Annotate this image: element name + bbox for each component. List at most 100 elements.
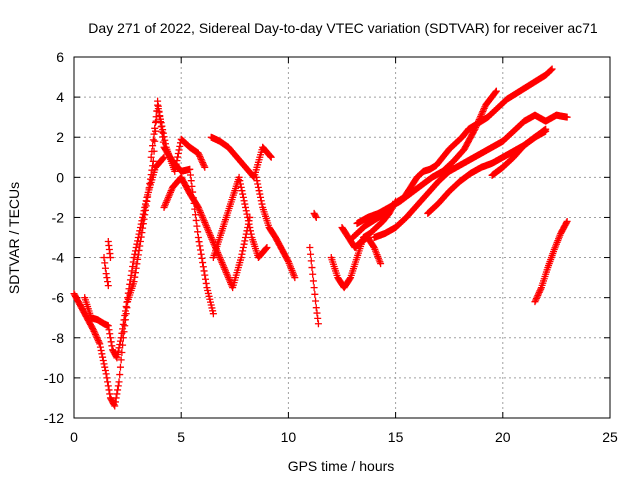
data-point	[133, 240, 141, 248]
data-point	[186, 165, 194, 173]
data-point	[173, 157, 181, 165]
data-point	[161, 200, 169, 208]
data-point	[194, 203, 202, 211]
data-point	[199, 160, 207, 168]
data-point	[165, 192, 173, 200]
data-point	[115, 378, 123, 386]
x-tick-label: 5	[177, 429, 185, 445]
data-point	[241, 200, 249, 208]
data-point	[204, 227, 212, 235]
data-point	[312, 304, 320, 312]
data-point	[267, 152, 275, 160]
data-point	[136, 223, 144, 231]
data-point	[97, 346, 105, 354]
data-point	[199, 259, 207, 267]
data-point	[101, 367, 109, 375]
data-point	[171, 167, 179, 175]
data-point	[117, 356, 125, 364]
data-point	[217, 255, 225, 263]
data-point	[240, 197, 248, 205]
data-point	[207, 234, 215, 241]
data-point	[159, 126, 167, 134]
data-point	[223, 270, 231, 278]
data-point	[132, 264, 140, 272]
plot-frame	[73, 56, 611, 419]
data-point	[105, 326, 113, 334]
y-tick-label: -6	[52, 290, 65, 306]
data-point	[209, 310, 217, 318]
data-point	[106, 254, 114, 262]
data-point	[200, 267, 208, 275]
data-point	[307, 250, 315, 258]
y-tick-label: 4	[56, 89, 64, 105]
data-point	[492, 88, 500, 96]
data-point	[242, 207, 250, 215]
data-point	[239, 190, 247, 198]
data-point	[537, 285, 545, 293]
data-point	[117, 334, 125, 342]
data-point	[202, 222, 210, 230]
data-point	[253, 177, 261, 185]
data-point	[106, 330, 114, 338]
data-point	[118, 348, 126, 356]
data-point	[314, 320, 322, 328]
data-point	[105, 386, 113, 394]
data-point	[142, 197, 150, 205]
data-point	[129, 262, 137, 270]
x-tick-label: 15	[388, 429, 404, 445]
data-point	[102, 270, 110, 278]
x-tick-label: 10	[281, 429, 297, 445]
data-point	[102, 370, 110, 378]
data-point	[159, 154, 167, 162]
data-point	[99, 357, 107, 365]
data-point	[130, 278, 138, 286]
data-point	[471, 125, 479, 133]
data-point	[186, 171, 194, 179]
data-point	[532, 296, 540, 304]
data-point	[312, 297, 320, 305]
data-point	[123, 298, 131, 306]
data-point	[103, 374, 111, 382]
data-point	[161, 140, 169, 148]
data-point	[207, 232, 215, 240]
data-point	[95, 338, 103, 346]
data-point	[216, 254, 224, 262]
data-point	[104, 278, 112, 286]
data-point	[139, 213, 147, 221]
data-point	[132, 244, 140, 252]
data-point	[196, 154, 204, 162]
data-point	[134, 255, 142, 263]
data-point	[129, 258, 137, 266]
data-point	[238, 250, 246, 258]
data-point	[131, 247, 139, 255]
data-point	[187, 177, 195, 185]
data-point	[217, 257, 225, 265]
data-point	[197, 210, 205, 218]
data-point	[160, 203, 168, 211]
data-point	[476, 114, 484, 122]
data-point	[477, 112, 485, 120]
data-point	[134, 237, 142, 245]
y-tick-label: -8	[52, 330, 65, 346]
data-point	[140, 207, 148, 215]
data-point	[174, 153, 182, 161]
data-point	[201, 275, 209, 283]
data-point	[155, 108, 163, 116]
data-point	[161, 202, 169, 210]
data-point	[151, 124, 159, 132]
data-point	[100, 254, 108, 262]
data-point	[200, 217, 208, 225]
data-point	[135, 230, 143, 238]
data-point	[164, 195, 172, 203]
data-point	[104, 282, 112, 290]
data-point	[107, 338, 115, 346]
data-point	[116, 363, 124, 371]
data-point	[167, 187, 175, 195]
data-point	[239, 193, 247, 201]
data-point	[119, 320, 127, 328]
data-point	[94, 337, 102, 345]
data-point	[158, 122, 166, 130]
data-point	[473, 120, 481, 128]
data-point	[479, 108, 487, 116]
data-point	[312, 212, 320, 220]
